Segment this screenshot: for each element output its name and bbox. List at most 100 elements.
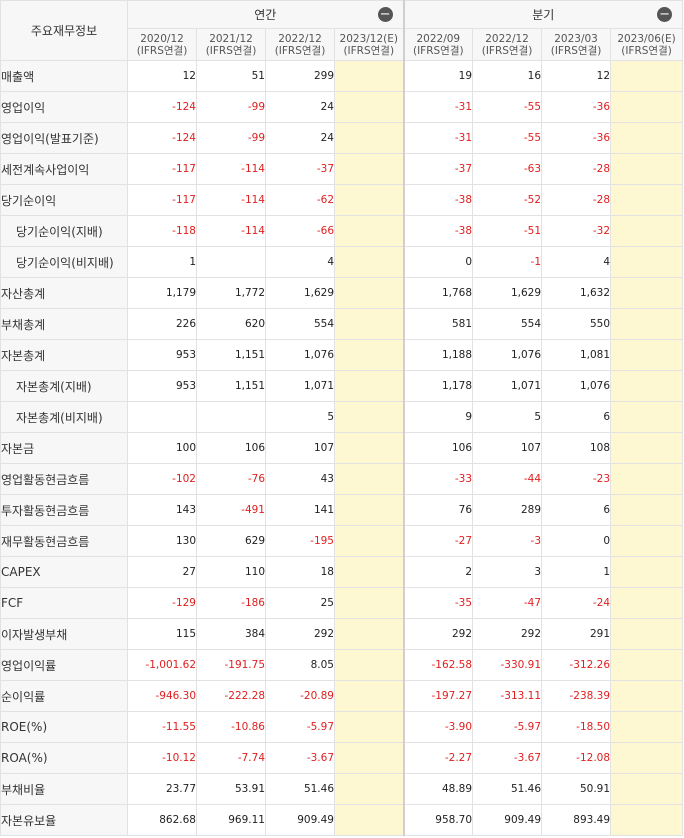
value-cell: 1,076 (265, 339, 335, 371)
estimate-cell (610, 494, 684, 526)
value-cell: -24 (541, 587, 612, 619)
row-label: 자본유보율 (0, 804, 128, 836)
value-cell: -3.67 (472, 742, 543, 774)
row-label: 순이익률 (0, 680, 128, 712)
value-cell: -31 (402, 91, 474, 123)
estimate-cell (610, 463, 684, 495)
minus-circle-icon[interactable]: − (657, 7, 673, 22)
estimate-cell (610, 556, 684, 588)
estimate-cell (333, 401, 405, 433)
value-cell: 1,629 (265, 277, 335, 309)
estimate-cell (610, 618, 684, 650)
value-cell: 4 (265, 246, 335, 278)
estimate-cell (610, 308, 684, 340)
estimate-cell (610, 432, 684, 464)
row-label: 세전계속사업이익 (0, 153, 128, 185)
value-cell: 581 (402, 308, 474, 340)
value-cell: 384 (196, 618, 266, 650)
table-row: 자본금 100 106 107 106 107 108 (0, 432, 684, 464)
value-cell: -51 (472, 215, 543, 247)
estimate-cell (610, 91, 684, 123)
value-cell: 554 (265, 308, 335, 340)
row-label: 자산총계 (0, 277, 128, 309)
value-cell: 1,151 (196, 370, 266, 402)
row-label: 당기순이익(비지배) (0, 246, 128, 278)
column-period: 2020/12 (140, 32, 184, 45)
value-cell: 6 (541, 494, 612, 526)
estimate-cell (610, 742, 684, 774)
value-cell: 141 (265, 494, 335, 526)
estimate-cell (610, 153, 684, 185)
value-cell: -12.08 (541, 742, 612, 774)
row-label: 자본총계(지배) (0, 370, 128, 402)
value-cell: -195 (265, 525, 335, 557)
value-cell: 1,629 (472, 277, 543, 309)
value-cell: 554 (472, 308, 543, 340)
value-cell: -5.97 (265, 711, 335, 743)
row-label: 당기순이익 (0, 184, 128, 216)
value-cell: 1 (127, 246, 197, 278)
value-cell: -35 (402, 587, 474, 619)
estimate-cell (333, 184, 405, 216)
value-cell: -36 (541, 122, 612, 154)
value-cell: -63 (472, 153, 543, 185)
value-cell: 292 (265, 618, 335, 650)
value-cell: 291 (541, 618, 612, 650)
table-row: FCF -129 -186 25 -35 -47 -24 (0, 587, 684, 619)
value-cell: 909.49 (472, 804, 543, 836)
annual-group-label: 연간 (254, 8, 277, 22)
row-label: 자본총계(비지배) (0, 401, 128, 433)
value-cell: -23 (541, 463, 612, 495)
value-cell: -38 (402, 215, 474, 247)
value-cell: 130 (127, 525, 197, 557)
row-label: FCF (0, 587, 128, 619)
value-cell: -114 (196, 184, 266, 216)
value-cell: 115 (127, 618, 197, 650)
estimate-cell (610, 680, 684, 712)
estimate-cell (333, 711, 405, 743)
value-cell: -2.27 (402, 742, 474, 774)
table-row: 영업활동현금흐름 -102 -76 43 -33 -44 -23 (0, 463, 684, 495)
value-cell: -313.11 (472, 680, 543, 712)
column-period: 2023/06(E) (617, 32, 676, 45)
value-cell: 893.49 (541, 804, 612, 836)
value-cell: -37 (402, 153, 474, 185)
value-cell: 550 (541, 308, 612, 340)
value-cell: -102 (127, 463, 197, 495)
estimate-cell (333, 246, 405, 278)
value-cell: 24 (265, 122, 335, 154)
row-label: 영업이익(발표기준) (0, 122, 128, 154)
value-cell: 100 (127, 432, 197, 464)
value-cell: 76 (402, 494, 474, 526)
value-cell (127, 401, 197, 433)
value-cell: 4 (541, 246, 612, 278)
value-cell: 1,188 (402, 339, 474, 371)
value-cell: 1,076 (472, 339, 543, 371)
estimate-cell (610, 246, 684, 278)
value-cell: -33 (402, 463, 474, 495)
column-header: 2021/12 (IFRS연결) (196, 28, 266, 61)
minus-circle-icon[interactable]: − (377, 7, 393, 22)
value-cell: -28 (541, 153, 612, 185)
value-cell: 9 (402, 401, 474, 433)
value-cell (196, 246, 266, 278)
estimate-cell (333, 432, 405, 464)
estimate-cell (610, 525, 684, 557)
table-row: 세전계속사업이익 -117 -114 -37 -37 -63 -28 (0, 153, 684, 185)
estimate-cell (333, 680, 405, 712)
value-cell: 106 (402, 432, 474, 464)
value-cell: 953 (127, 370, 197, 402)
value-cell: 620 (196, 308, 266, 340)
value-cell: 0 (541, 525, 612, 557)
table-title: 주요재무정보 (0, 0, 128, 61)
table-row: 자본총계(비지배) 5 9 5 6 (0, 401, 684, 433)
value-cell: 1,178 (402, 370, 474, 402)
value-cell: 953 (127, 339, 197, 371)
estimate-cell (333, 277, 405, 309)
value-cell: 19 (402, 60, 474, 92)
row-label: CAPEX (0, 556, 128, 588)
estimate-cell (610, 773, 684, 805)
table-row: 매출액 12 51 299 19 16 12 (0, 60, 684, 92)
value-cell: 108 (541, 432, 612, 464)
